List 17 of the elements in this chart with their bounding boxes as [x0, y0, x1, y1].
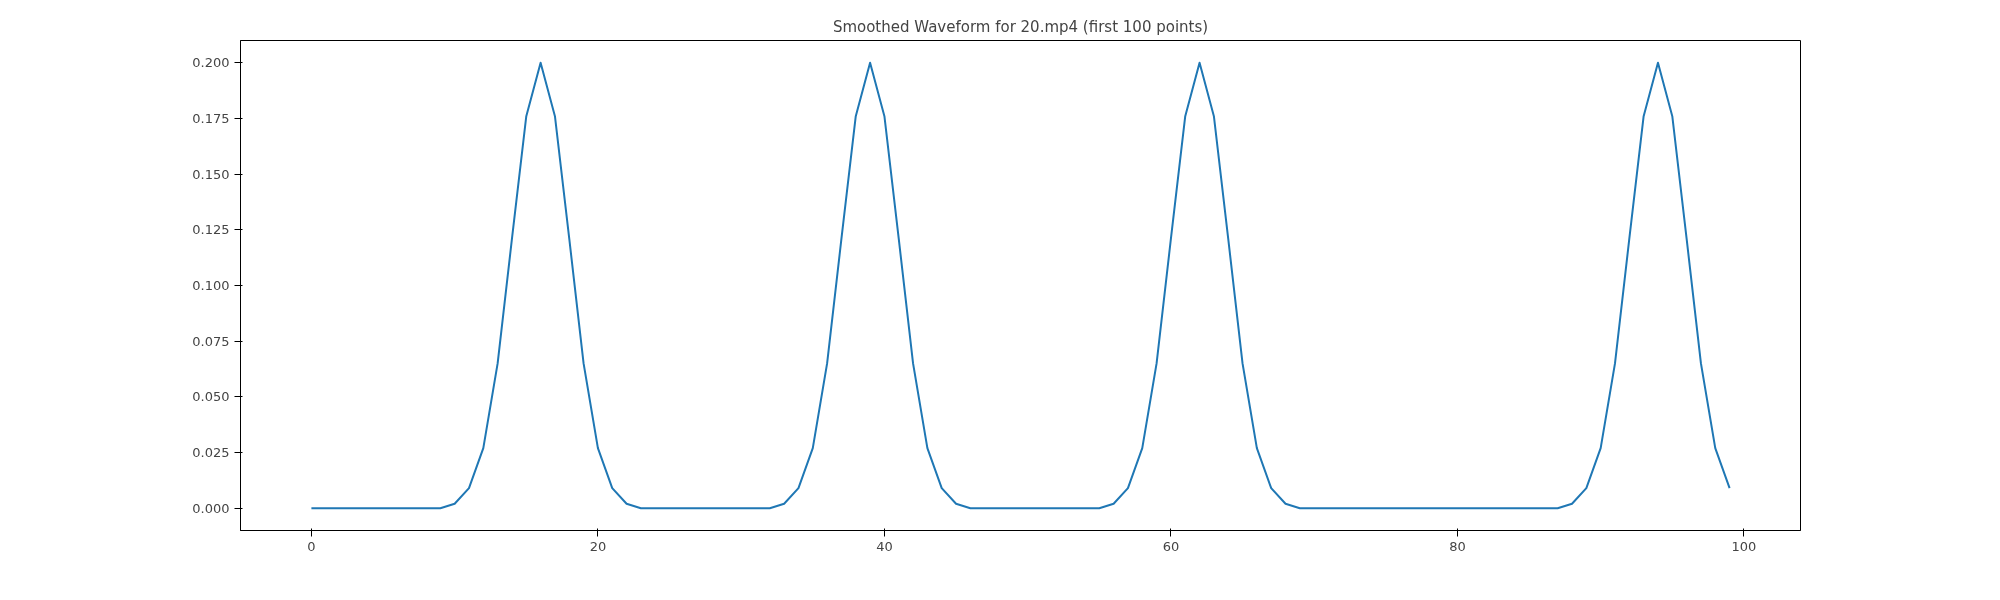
y-tick-label: 0.125	[192, 222, 230, 238]
y-tick-label: 0.025	[192, 445, 230, 461]
y-tick-label: 0.150	[192, 166, 230, 182]
x-tick-label: 40	[876, 538, 893, 554]
x-tick-label: 60	[1162, 538, 1180, 554]
x-tick-label: 20	[589, 538, 607, 554]
x-tick-label: 100	[1731, 538, 1757, 554]
y-tick-label: 0.100	[192, 278, 230, 293]
y-tick-label: 0.175	[192, 110, 230, 126]
x-tick-label: 0	[307, 538, 316, 554]
chart-title: Smoothed Waveform for 20.mp4 (first 100 points)	[832, 17, 1209, 36]
y-tick-label: 0.200	[192, 55, 230, 71]
y-tick-label: 0.000	[192, 500, 230, 516]
line-series	[310, 61, 1731, 510]
y-tick-label: 0.050	[192, 389, 230, 405]
x-tick-label: 80	[1449, 538, 1466, 554]
y-tick-label: 0.075	[192, 333, 230, 349]
